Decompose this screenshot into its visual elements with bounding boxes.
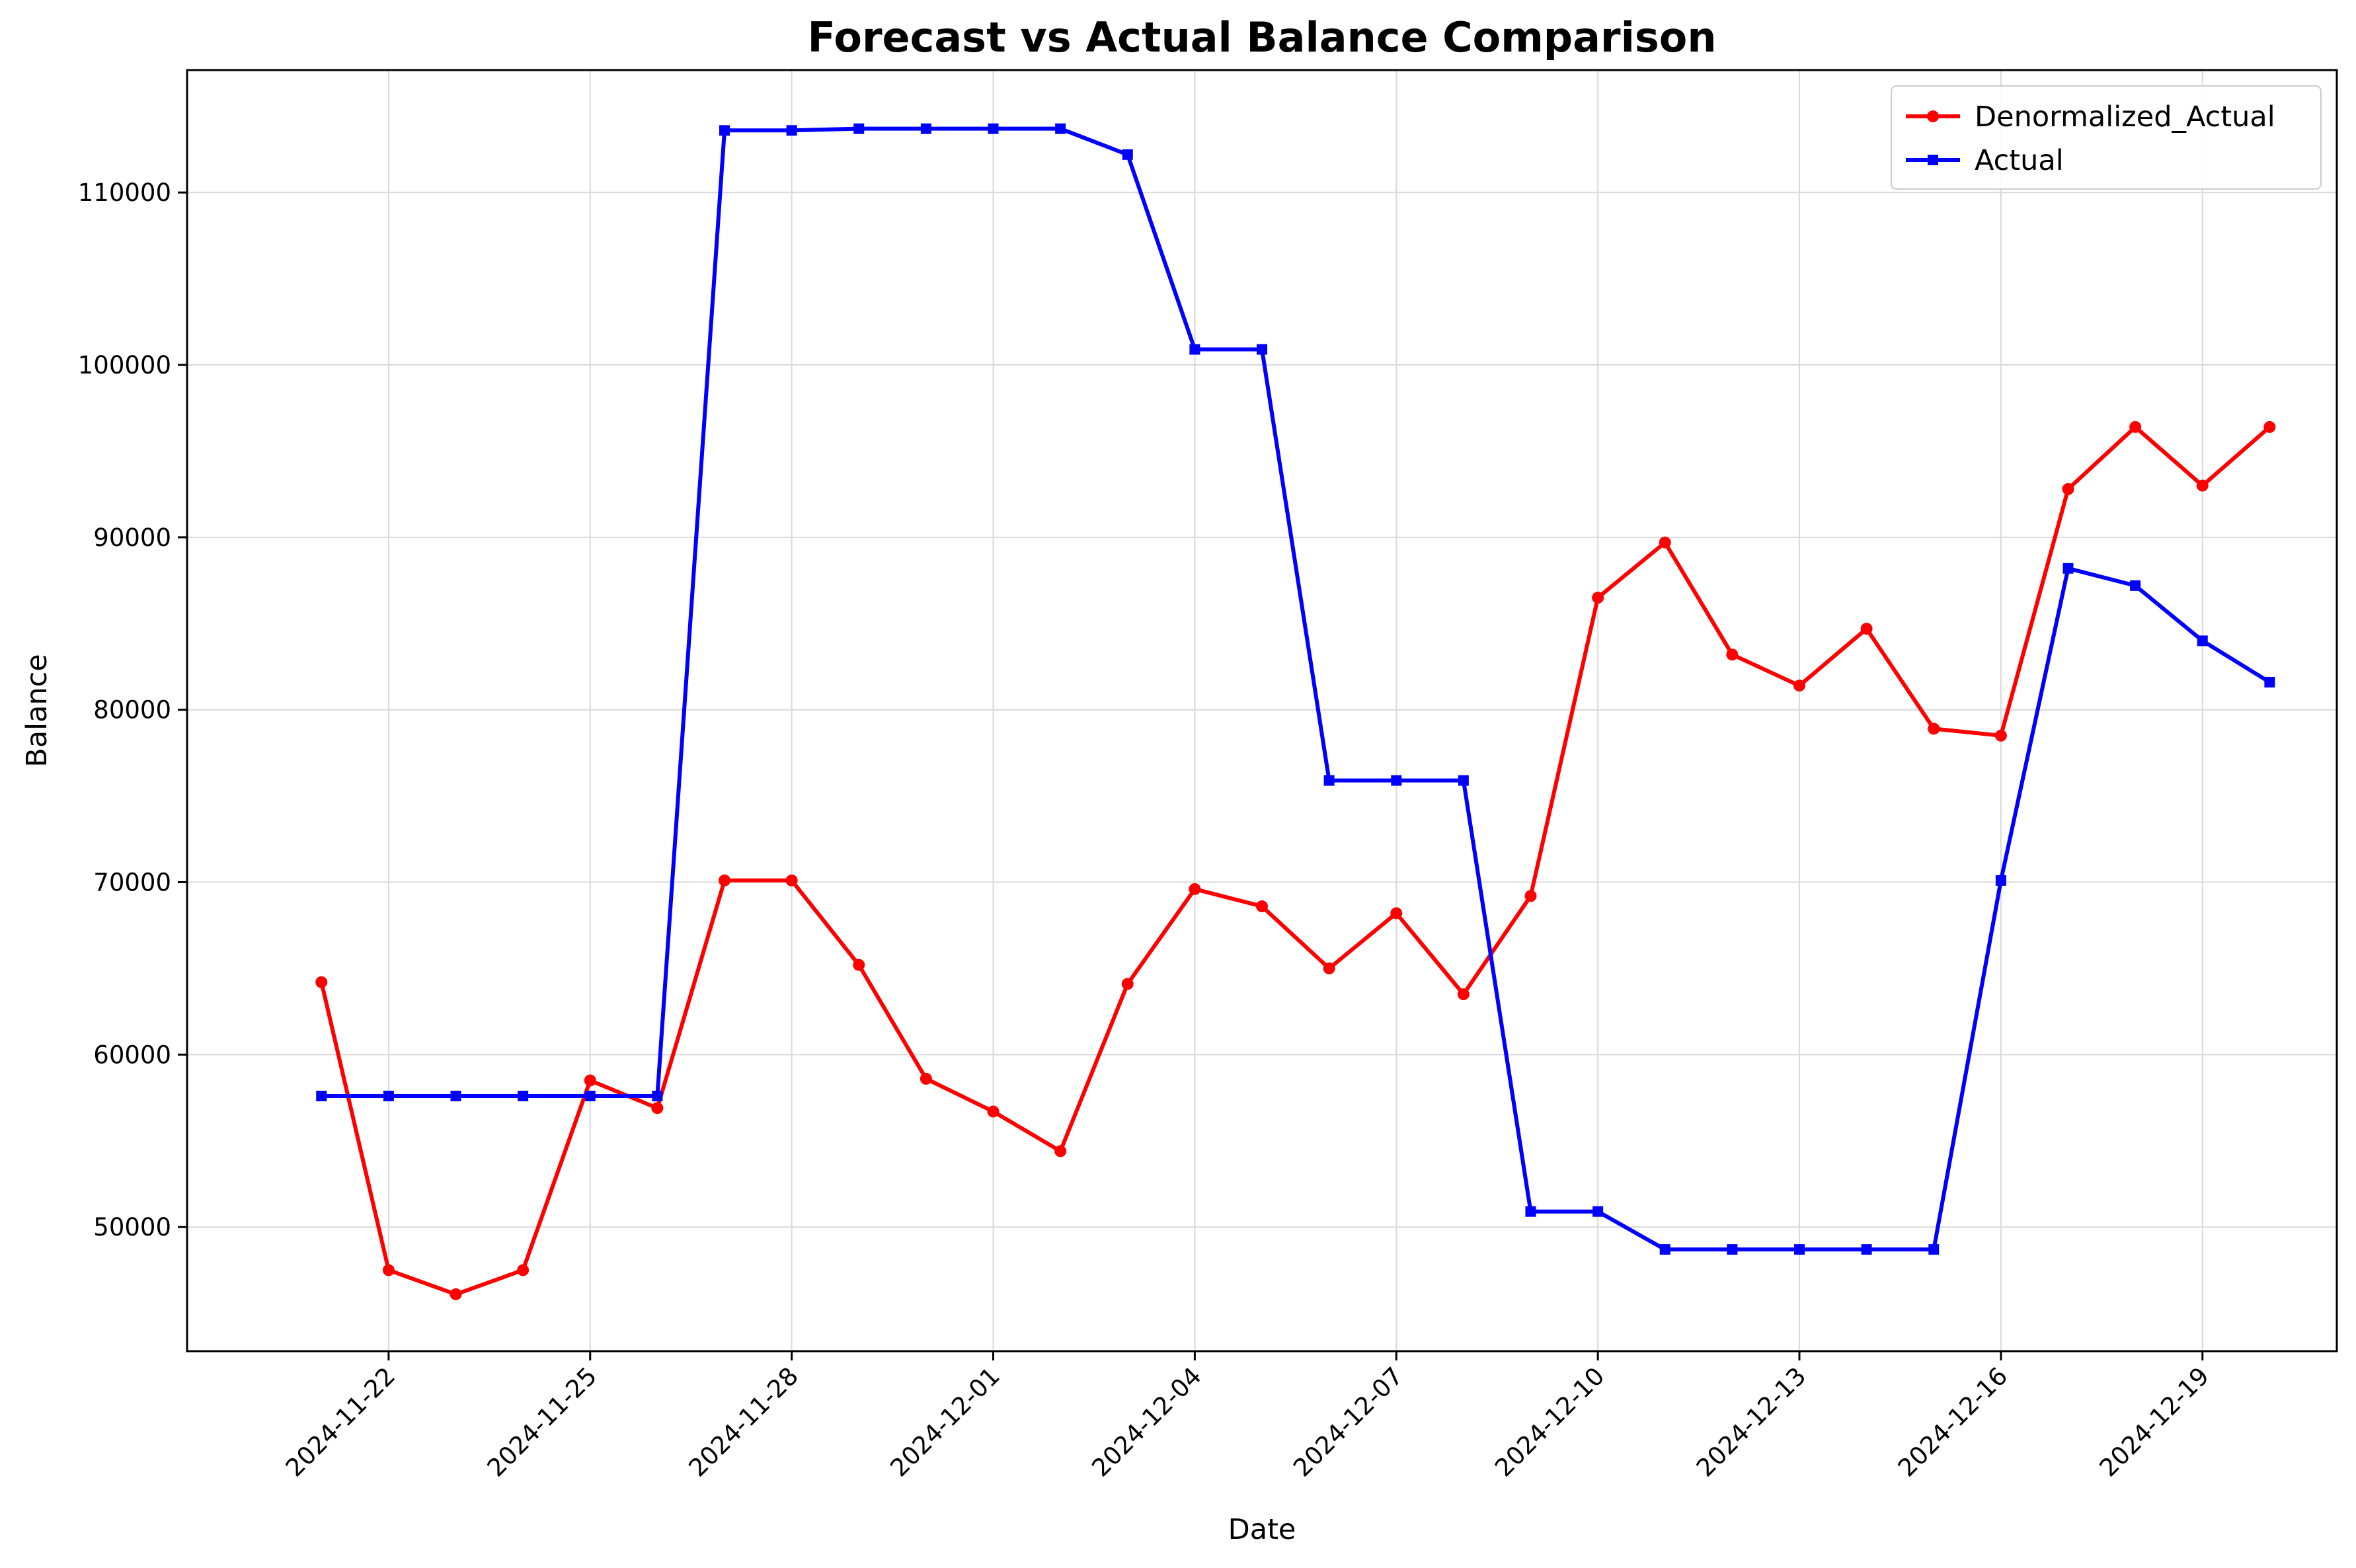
data-point [1592, 1206, 1604, 1217]
data-point [2130, 580, 2141, 591]
data-point [2062, 563, 2074, 574]
chart-title: Forecast vs Actual Balance Comparison [808, 13, 1717, 61]
data-point [450, 1288, 462, 1300]
y-axis: 50000 60000 70000 80000 90000 100000 110000 [78, 178, 187, 1241]
data-point [853, 123, 865, 134]
legend-marker [1928, 155, 1938, 165]
data-point [382, 1264, 395, 1276]
x-tick-label: 2024-12-13 [1691, 1362, 1811, 1482]
data-point [316, 1090, 327, 1101]
y-tick-label: 80000 [93, 696, 171, 725]
data-point [1458, 775, 1469, 786]
x-tick-label: 2024-12-04 [1086, 1362, 1206, 1482]
data-point [383, 1090, 394, 1101]
data-point [1861, 1244, 1872, 1255]
data-point [652, 1090, 663, 1101]
plot-area-frame [186, 69, 2338, 1352]
data-point [786, 125, 797, 136]
data-point [1457, 988, 1470, 1001]
x-tick-label: 2024-11-22 [280, 1362, 401, 1482]
data-point [450, 1090, 461, 1101]
series-actual [316, 123, 2275, 1255]
data-point [1256, 900, 1268, 913]
data-point [1323, 962, 1335, 974]
data-point [920, 1072, 932, 1085]
data-point [1391, 775, 1402, 786]
data-point [785, 874, 798, 886]
data-point [651, 1102, 664, 1115]
legend-item: Denormalized_Actual [1906, 100, 2275, 134]
data-point [2197, 635, 2208, 647]
series-layer [315, 123, 2276, 1300]
data-point [2263, 420, 2276, 433]
legend-box [1891, 85, 2322, 190]
data-point [1189, 882, 1201, 895]
x-tick-label: 2024-12-16 [1893, 1362, 2013, 1482]
data-point [584, 1074, 596, 1087]
y-tick-label: 50000 [93, 1213, 171, 1241]
data-point [1994, 729, 2007, 742]
legend: Denormalized_Actual Actual [1891, 85, 2322, 190]
data-point [1592, 592, 1604, 604]
data-point [1928, 1244, 1940, 1255]
legend-item: Actual [1906, 144, 2064, 177]
x-axis: 2024-11-22 2024-11-25 2024-11-28 2024-12-01… [280, 1351, 2215, 1482]
data-point [2129, 420, 2142, 433]
data-point [920, 123, 931, 134]
data-point [2062, 483, 2074, 495]
data-point [1524, 890, 1537, 902]
legend-label: Denormalized_Actual [1975, 100, 2275, 134]
y-tick-label: 110000 [78, 178, 171, 207]
data-point [1726, 648, 1739, 661]
data-point [1995, 875, 2006, 886]
data-point [1189, 344, 1200, 355]
data-point [1525, 1206, 1536, 1217]
data-point [584, 1090, 596, 1101]
y-tick-label: 90000 [93, 524, 171, 552]
x-tick-label: 2024-11-25 [482, 1362, 602, 1482]
data-point [2264, 676, 2275, 687]
x-tick-label: 2024-12-10 [1489, 1362, 1610, 1482]
data-point [719, 874, 730, 886]
data-point [2196, 479, 2209, 492]
series-line [319, 424, 2271, 1296]
data-point [518, 1090, 529, 1101]
series-denormalized-actual [315, 420, 2276, 1300]
data-point [1793, 680, 1805, 692]
data-point [1390, 907, 1403, 920]
data-point [1659, 536, 1671, 549]
data-point [988, 123, 999, 134]
x-tick-label: 2024-12-01 [884, 1362, 1005, 1482]
legend-label: Actual [1975, 144, 2064, 177]
series-line [321, 126, 2271, 1252]
y-tick-label: 70000 [93, 869, 171, 897]
data-point [1055, 123, 1066, 134]
data-point [1122, 149, 1133, 160]
x-axis-label: Date [1228, 1513, 1296, 1546]
grid-lines [187, 70, 2337, 1351]
y-axis-label: Balance [20, 654, 54, 767]
x-tick-label: 2024-12-19 [2094, 1362, 2215, 1482]
legend-marker [1927, 110, 1939, 122]
data-point [1860, 623, 1873, 635]
data-point [1727, 1244, 1738, 1255]
data-point [719, 125, 730, 136]
data-point [1794, 1244, 1805, 1255]
data-point [1257, 344, 1267, 355]
data-point [315, 976, 328, 988]
data-point [1323, 775, 1335, 786]
data-point [1054, 1145, 1067, 1157]
data-point [1659, 1244, 1670, 1255]
y-tick-label: 60000 [93, 1040, 171, 1069]
data-point [987, 1105, 1000, 1118]
data-point [517, 1264, 530, 1276]
data-point [853, 959, 865, 971]
y-tick-label: 100000 [78, 351, 171, 379]
x-tick-label: 2024-12-07 [1288, 1362, 1408, 1482]
x-tick-label: 2024-11-28 [684, 1362, 804, 1482]
data-point [1121, 978, 1134, 990]
data-point [1928, 723, 1940, 735]
